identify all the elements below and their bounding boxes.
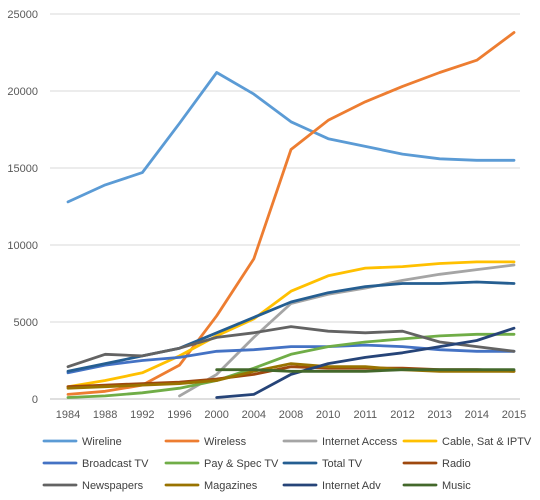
legend-item-cable-sat-iptv: Cable, Sat & IPTV: [402, 436, 532, 448]
y-tick-label: 0: [32, 394, 38, 406]
x-tick-label: 2015: [502, 409, 526, 421]
y-tick-label: 15000: [7, 163, 38, 175]
legend-item-internet-adv: Internet Adv: [282, 480, 381, 492]
series-line-wireless: [66, 31, 516, 396]
x-tick-label: 1992: [130, 409, 154, 421]
series-line-wireline: [66, 71, 516, 204]
x-tick-label: 2011: [354, 409, 378, 421]
legend-label: Newspapers: [82, 480, 144, 492]
y-tick-label: 5000: [14, 317, 38, 329]
legend-label: Cable, Sat & IPTV: [442, 436, 532, 448]
x-tick-label: 1988: [93, 409, 117, 421]
legend-item-internet-access: Internet Access: [282, 436, 398, 448]
series-line-internet-adv: [215, 326, 516, 399]
x-tick-label: 2004: [242, 409, 266, 421]
y-tick-label: 20000: [7, 86, 38, 98]
series-lines: [66, 31, 516, 399]
x-tick-label: 2012: [390, 409, 414, 421]
x-tick-label: 2013: [427, 409, 451, 421]
series-line-pay-spec-tv: [66, 332, 516, 399]
series-line-internet-access: [178, 263, 516, 398]
legend-item-total-tv: Total TV: [282, 458, 363, 470]
x-tick-label: 2010: [316, 409, 340, 421]
x-tick-label: 2008: [279, 409, 303, 421]
series-line-newspapers: [66, 325, 516, 369]
legend-label: Total TV: [322, 458, 363, 470]
legend-item-pay-spec-tv: Pay & Spec TV: [164, 458, 279, 470]
legend-label: Internet Adv: [322, 480, 381, 492]
series-line-cable-sat-iptv: [66, 260, 516, 389]
legend-item-radio: Radio: [402, 458, 471, 470]
legend-item-magazines: Magazines: [164, 480, 258, 492]
legend: Wireline Wireless Internet Access Cable, Sa…: [42, 436, 532, 492]
x-tick-label: 1984: [56, 409, 80, 421]
legend-item-music: Music: [402, 480, 471, 492]
legend-label: Radio: [442, 458, 471, 470]
legend-item-wireline: Wireline: [42, 436, 122, 448]
legend-item-wireless: Wireless: [164, 436, 247, 448]
legend-label: Pay & Spec TV: [204, 458, 279, 470]
x-tick-label: 2014: [465, 409, 489, 421]
legend-item-newspapers: Newspapers: [42, 480, 144, 492]
legend-label: Broadcast TV: [82, 458, 149, 470]
series-line-broadcast-tv: [66, 343, 516, 375]
y-tick-label: 10000: [7, 240, 38, 252]
legend-label: Wireless: [204, 436, 247, 448]
series-line-magazines: [66, 362, 516, 390]
legend-label: Wireline: [82, 436, 122, 448]
legend-label: Music: [442, 480, 471, 492]
series-line-music: [215, 368, 516, 373]
x-tick-label: 2000: [204, 409, 228, 421]
y-tick-label: 25000: [7, 9, 38, 21]
gridlines: [50, 13, 520, 400]
y-axis-ticks: 0 5000 10000 15000 20000 25000: [7, 9, 38, 406]
legend-item-broadcast-tv: Broadcast TV: [42, 458, 149, 470]
x-axis-ticks: 1984 1988 1992 1996 2000 2004 2008 2010 2011 2012…: [56, 409, 526, 421]
x-tick-label: 1996: [167, 409, 191, 421]
legend-label: Magazines: [204, 480, 258, 492]
legend-label: Internet Access: [322, 436, 398, 448]
